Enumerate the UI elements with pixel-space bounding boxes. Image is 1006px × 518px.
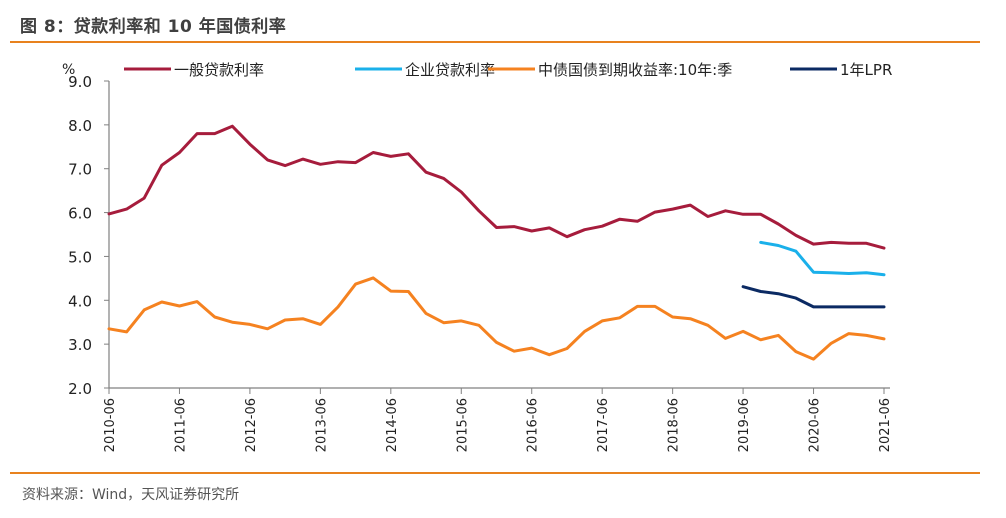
- series-line-enterprise-loan: [759, 240, 886, 277]
- series-line-general-loan: [107, 124, 886, 250]
- y-tick-label: 7.0: [68, 161, 92, 179]
- y-tick-label: 9.0: [68, 73, 92, 91]
- y-tick-label: 2.0: [68, 380, 92, 398]
- y-tick-label: 6.0: [68, 205, 92, 223]
- x-tick-label: 2017-06: [596, 398, 611, 452]
- y-tick-label: 5.0: [68, 248, 92, 266]
- x-tick-label: 2012-06: [244, 398, 259, 452]
- x-tick-label: 2016-06: [526, 398, 541, 452]
- series-line-lpr-1y: [741, 285, 886, 309]
- x-axis: 2010-06 2011-06 2012-06 2013-06 2014-06 2015-…: [103, 387, 893, 452]
- series-line-bond-10y: [107, 276, 886, 361]
- legend: 一般贷款利率 企业贷款利率 中债国债到期收益率:10年:季 1年LPR: [124, 61, 892, 79]
- x-tick-label: 2015-06: [455, 398, 470, 452]
- x-tick-label: 2019-06: [737, 398, 752, 452]
- bottom-divider: [10, 472, 980, 474]
- x-tick-label: 2014-06: [385, 398, 400, 452]
- legend-label: 企业贷款利率: [405, 61, 495, 79]
- y-axis-unit-label: %: [62, 62, 75, 78]
- x-tick-label: 2021-06: [878, 398, 893, 452]
- x-tick-label: 2018-06: [667, 398, 682, 452]
- source-note: 资料来源：Wind，天风证券研究所: [22, 487, 240, 503]
- figure-title: 图 8：贷款利率和 10 年国债利率: [20, 17, 287, 37]
- series-lines: [107, 124, 886, 361]
- x-tick-label: 2020-06: [808, 398, 823, 452]
- legend-label: 1年LPR: [840, 61, 892, 79]
- x-tick-label: 2010-06: [103, 398, 118, 452]
- y-tick-label: 8.0: [68, 117, 92, 135]
- line-chart: 一般贷款利率 企业贷款利率 中债国债到期收益率:10年:季 1年LPR % 2.0 3.…: [62, 61, 893, 452]
- legend-label: 中债国债到期收益率:10年:季: [538, 61, 732, 79]
- x-tick-label: 2011-06: [173, 398, 188, 452]
- y-tick-label: 3.0: [68, 336, 92, 354]
- x-tick-label: 2013-06: [314, 398, 329, 452]
- legend-label: 一般贷款利率: [174, 61, 264, 79]
- top-divider: [10, 41, 980, 43]
- y-axis: 2.0 3.0 4.0 5.0 6.0 7.0 8.0 9.0: [68, 73, 110, 398]
- y-tick-label: 4.0: [68, 292, 92, 310]
